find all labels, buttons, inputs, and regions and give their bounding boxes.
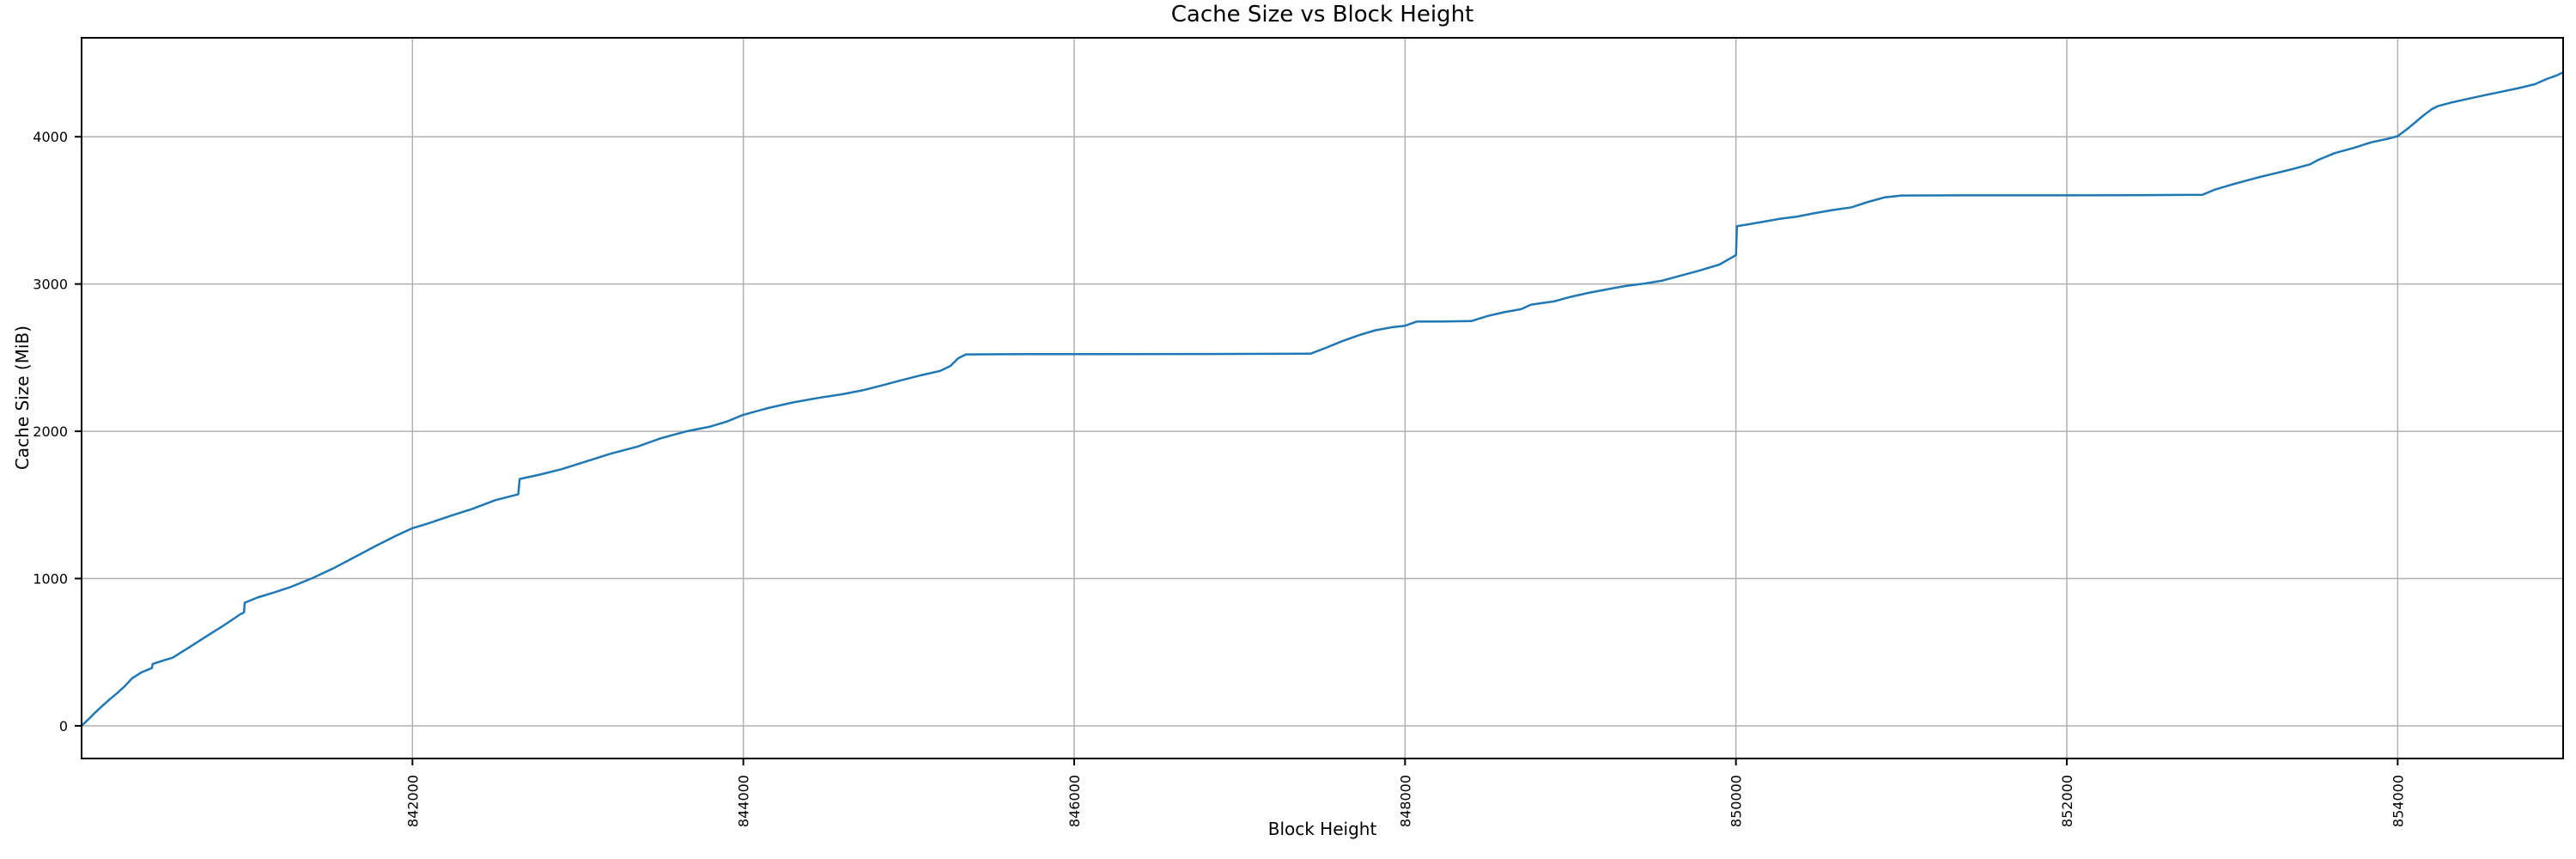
y-tick-label: 2000	[33, 423, 68, 440]
x-tick-label: 848000	[1397, 775, 1413, 827]
data-line	[80, 71, 2565, 728]
x-tick-label: 854000	[2390, 775, 2406, 827]
x-axis-label: Block Height	[1267, 819, 1377, 839]
chart-title: Cache Size vs Block Height	[1170, 2, 1474, 27]
x-tick-label: 842000	[404, 775, 421, 827]
y-tick-label: 3000	[33, 277, 68, 293]
plot-border	[81, 37, 2564, 759]
y-tick-label: 4000	[33, 129, 68, 145]
x-tick-label: 850000	[1728, 775, 1745, 827]
x-tick-label: 852000	[2059, 775, 2075, 827]
y-axis-label: Cache Size (MiB)	[12, 325, 33, 471]
x-tick-label: 846000	[1066, 775, 1083, 827]
x-tick-label: 844000	[736, 775, 752, 827]
y-tick-label: 1000	[33, 571, 68, 588]
y-tick-label: 0	[59, 718, 68, 734]
